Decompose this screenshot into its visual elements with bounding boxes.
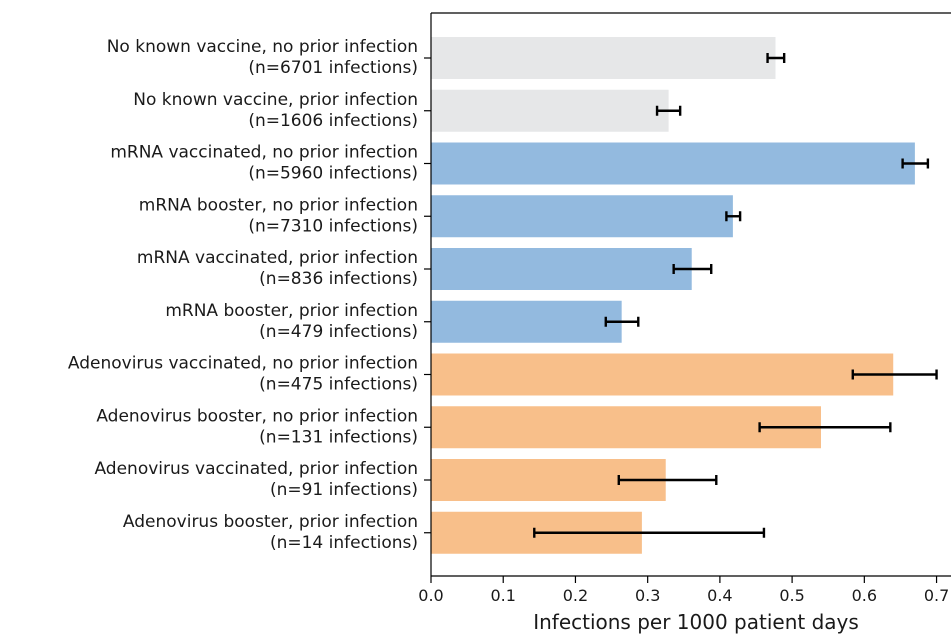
category-count-label: (n=91 infections): [270, 480, 418, 500]
category-label: Adenovirus booster, no prior infection: [96, 406, 418, 426]
category-count-label: (n=475 infections): [259, 375, 418, 395]
category-label: Adenovirus vaccinated, no prior infectio…: [68, 354, 418, 374]
bar: [431, 300, 622, 343]
error-bar: [604, 316, 640, 327]
x-tick-label: 0.3: [635, 586, 660, 605]
category-label: Adenovirus vaccinated, prior infection: [94, 459, 418, 479]
x-tick-label: 0.1: [490, 586, 515, 605]
bar: [431, 89, 669, 132]
category-label: No known vaccine, prior infection: [133, 90, 418, 110]
error-bar: [766, 53, 786, 63]
error-bar: [851, 369, 938, 380]
category-count-label: (n=1606 infections): [248, 111, 418, 131]
category-label: mRNA booster, no prior infection: [139, 195, 418, 215]
error-bar: [672, 264, 713, 274]
error-bars-layer: [533, 53, 938, 538]
bar: [431, 248, 692, 290]
error-bar: [901, 158, 930, 169]
x-tick-label: 0.7: [924, 586, 949, 605]
category-label: Adenovirus booster, prior infection: [123, 512, 418, 532]
category-label: mRNA booster, prior infection: [165, 301, 418, 321]
bar: [431, 406, 821, 449]
error-bar: [533, 527, 766, 538]
category-count-label: (n=479 infections): [259, 322, 418, 342]
bar: [431, 195, 733, 238]
category-label: mRNA vaccinated, prior infection: [137, 248, 418, 268]
x-tick-label: 0.4: [707, 586, 732, 605]
error-bar: [725, 211, 742, 222]
category-count-label: (n=14 infections): [270, 533, 418, 553]
x-tick-label: 0.0: [418, 586, 443, 605]
category-labels-layer: No known vaccine, no prior infection(n=6…: [68, 37, 418, 553]
x-tick-label: 0.2: [563, 586, 588, 605]
x-tick-label: 0.5: [779, 586, 804, 605]
category-count-label: (n=5960 infections): [248, 164, 418, 184]
error-bar: [655, 105, 682, 116]
bars-layer: [431, 37, 915, 554]
axes-layer: 0.0 0.1 0.2 0.3 0.4 0.5 0.6 0.7: [418, 12, 951, 605]
bar: [431, 142, 915, 185]
bar: [431, 37, 776, 79]
category-count-label: (n=836 infections): [259, 269, 418, 289]
x-axis-title: Infections per 1000 patient days: [533, 610, 859, 634]
error-bar: [758, 422, 892, 433]
category-count-label: (n=131 infections): [259, 427, 418, 447]
category-count-label: (n=6701 infections): [248, 58, 418, 78]
category-count-label: (n=7310 infections): [248, 216, 418, 236]
error-bar: [617, 475, 718, 485]
category-label: mRNA vaccinated, no prior infection: [110, 143, 418, 163]
bar: [431, 353, 894, 396]
category-label: No known vaccine, no prior infection: [107, 37, 418, 57]
x-tick-label: 0.6: [852, 586, 877, 605]
